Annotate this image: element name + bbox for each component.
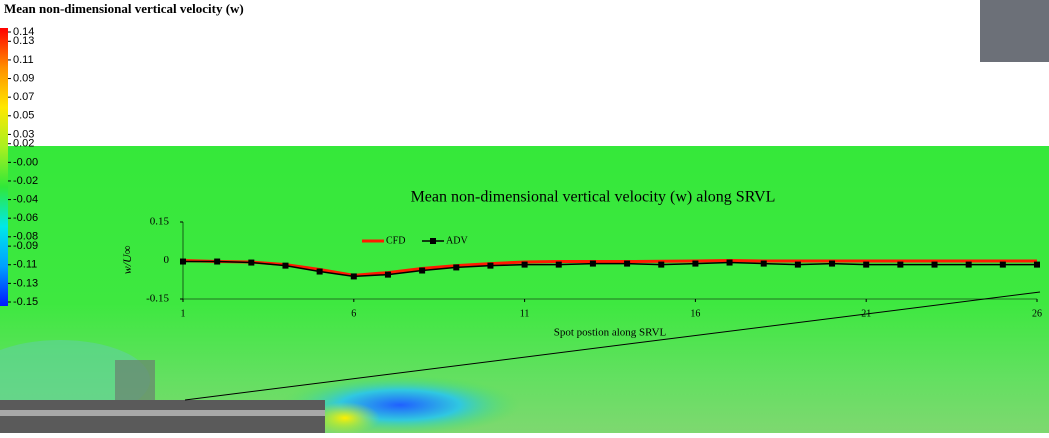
marker bbox=[692, 261, 698, 267]
x-tick-label: 21 bbox=[861, 308, 871, 319]
marker bbox=[556, 262, 562, 268]
marker bbox=[727, 260, 733, 266]
colorbar-tick-label: -0.02 bbox=[13, 175, 38, 187]
marker bbox=[317, 269, 323, 275]
marker bbox=[829, 261, 835, 267]
colorbar-tick-label: -0.04 bbox=[13, 193, 38, 205]
marker bbox=[282, 263, 288, 269]
colorbar-tick-label: 0.13 bbox=[13, 35, 34, 47]
superstructure bbox=[115, 360, 155, 400]
marker bbox=[522, 262, 528, 268]
y-tick-label: -0.15 bbox=[146, 293, 169, 305]
marker bbox=[932, 262, 938, 268]
colorbar-tick-label: -0.11 bbox=[13, 259, 37, 271]
marker bbox=[966, 262, 972, 268]
marker bbox=[863, 262, 869, 268]
legend-label: CFD bbox=[386, 235, 405, 246]
colorbar-tick-label: -0.13 bbox=[13, 277, 38, 289]
marker bbox=[624, 261, 630, 267]
colorbar-tick-label: 0.05 bbox=[13, 110, 34, 122]
marker bbox=[1000, 262, 1006, 268]
marker bbox=[487, 263, 493, 269]
x-tick-label: 16 bbox=[690, 308, 700, 319]
marker bbox=[180, 259, 186, 265]
hull bbox=[0, 400, 325, 433]
colorbar bbox=[0, 28, 8, 306]
legend-label: ADV bbox=[446, 235, 468, 246]
x-tick-label: 6 bbox=[351, 308, 356, 319]
marker bbox=[385, 272, 391, 278]
x-axis-label: Spot postion along SRVL bbox=[554, 327, 667, 339]
legend-marker bbox=[430, 238, 436, 244]
marker bbox=[214, 259, 220, 265]
x-tick-label: 1 bbox=[181, 308, 186, 319]
figure: Mean non-dimensional vertical velocity (… bbox=[0, 0, 1049, 433]
colorbar-tick-label: -0.00 bbox=[13, 156, 38, 168]
colorbar-tick-label: -0.15 bbox=[13, 296, 38, 308]
marker bbox=[453, 264, 459, 270]
photo-inset bbox=[980, 0, 1049, 62]
colorbar-tick-label: -0.09 bbox=[13, 240, 38, 252]
marker bbox=[590, 261, 596, 267]
colorbar-title: Mean non-dimensional vertical velocity (… bbox=[4, 1, 244, 16]
marker bbox=[658, 262, 664, 268]
colorbar-tick-label: -0.06 bbox=[13, 212, 38, 224]
marker bbox=[248, 260, 254, 266]
colorbar-tick-label: 0.07 bbox=[13, 91, 34, 103]
marker bbox=[419, 268, 425, 274]
chart-title: Mean non-dimensional vertical velocity (… bbox=[411, 189, 776, 206]
marker bbox=[761, 261, 767, 267]
y-tick-label: 0.15 bbox=[150, 216, 170, 228]
marker bbox=[351, 273, 357, 279]
page: Mean non-dimensional vertical velocity (… bbox=[0, 0, 1049, 433]
colorbar-tick-label: 0.09 bbox=[13, 72, 34, 84]
x-tick-label: 26 bbox=[1032, 308, 1042, 319]
marker bbox=[897, 262, 903, 268]
colorbar-tick-label: 0.11 bbox=[13, 54, 34, 66]
marker bbox=[1034, 262, 1040, 268]
hull-stripe bbox=[0, 410, 325, 416]
y-axis-label: w/U∞ bbox=[120, 245, 134, 274]
y-tick-label: 0 bbox=[164, 254, 170, 266]
x-tick-label: 11 bbox=[520, 308, 530, 319]
marker bbox=[795, 262, 801, 268]
colorbar-tick-label: 0.02 bbox=[13, 138, 34, 150]
